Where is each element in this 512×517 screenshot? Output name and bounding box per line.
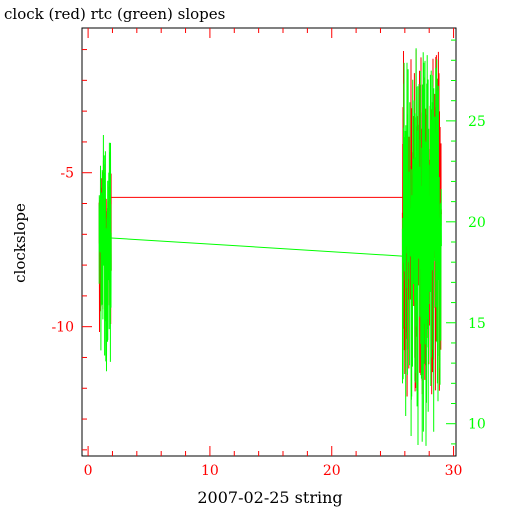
axis-tick-labels: 0 10 20 30 -5 -10 25 20 15 10 <box>51 114 485 479</box>
rtc-cluster-0 <box>98 134 112 372</box>
y-axis-label: clockslope <box>11 203 29 283</box>
data-clusters <box>98 48 442 446</box>
data-bridges <box>111 196 403 257</box>
x-tick-label: 20 <box>323 463 341 479</box>
y-right-tick-label: 20 <box>468 215 486 231</box>
x-axis-label: 2007-02-25 string <box>197 488 342 507</box>
x-tick-label: 0 <box>84 463 93 479</box>
chart-title: clock (red) rtc (green) slopes <box>4 5 225 23</box>
y-right-tick-label: 25 <box>468 114 486 130</box>
y-right-tick-label: 15 <box>468 316 486 332</box>
y-left-tick-label: -10 <box>51 320 74 336</box>
rtc-cluster-1 <box>401 48 442 446</box>
plot-frame <box>81 27 457 457</box>
rtc-bridge-line <box>111 237 403 257</box>
axis-ticks <box>82 28 456 456</box>
x-tick-label: 30 <box>445 463 463 479</box>
x-tick-label: 10 <box>201 463 219 479</box>
y-left-tick-label: -5 <box>60 166 74 182</box>
y-right-tick-label: 10 <box>468 417 486 433</box>
